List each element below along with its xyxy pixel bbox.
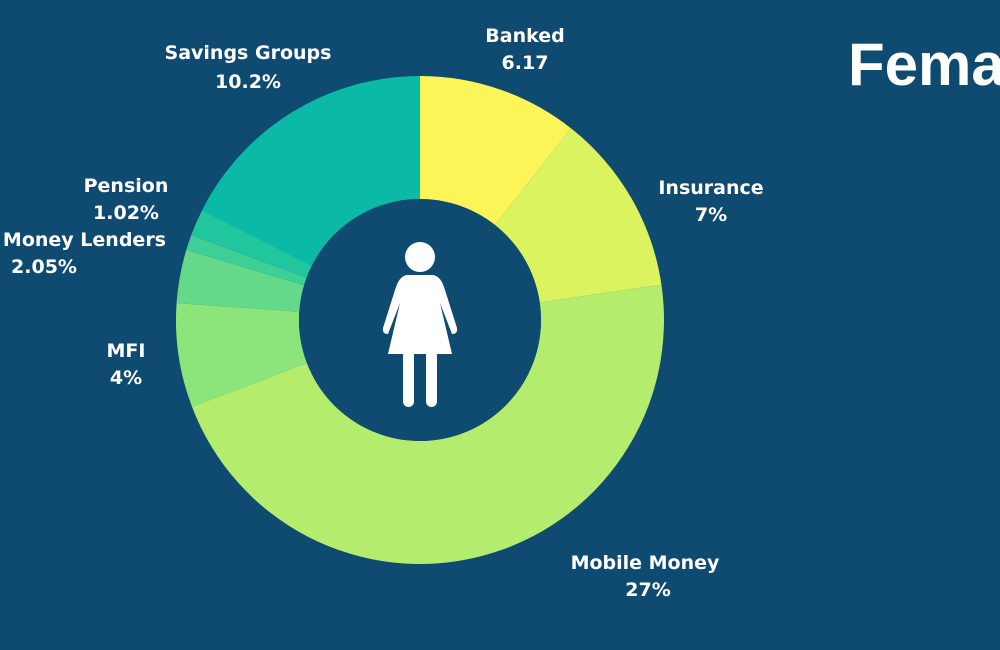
label-savings-groups-value: 10.2% [215,71,281,93]
label-insurance-name: Insurance [658,177,763,199]
label-pension-value: 1.02% [93,202,159,224]
label-savings-groups-name: Savings Groups [165,42,332,64]
label-mobile-money-value: 27% [625,579,670,601]
label-pension-name: Pension [84,175,169,197]
slice-banked [420,76,572,226]
slice-insurance [494,128,662,303]
donut-slices [175,76,664,564]
page-title: Fema [848,31,1000,98]
label-banked-value: 6.17 [502,52,549,74]
slice-mobile-money [191,284,664,564]
label-money-lenders-value: 2.05% [11,256,77,278]
labels: Banked 6.17 Insurance 7% Mobile Money 27… [0,25,764,601]
label-banked-name: Banked [485,25,564,47]
label-mfi-value: 4% [110,367,142,389]
slice-al-money-lenders [176,249,305,312]
label-mobile-money-name: Mobile Money [571,552,720,574]
label-mfi-name: MFI [107,340,146,362]
label-money-lenders-name: al Money Lenders [0,229,166,251]
slice-pension [191,210,312,278]
slice-unlabeled-5 [186,234,307,286]
slice-savings-groups [202,76,420,266]
slice-mfi [175,303,307,407]
female-person-icon [382,242,458,407]
label-insurance-value: 7% [695,204,727,226]
